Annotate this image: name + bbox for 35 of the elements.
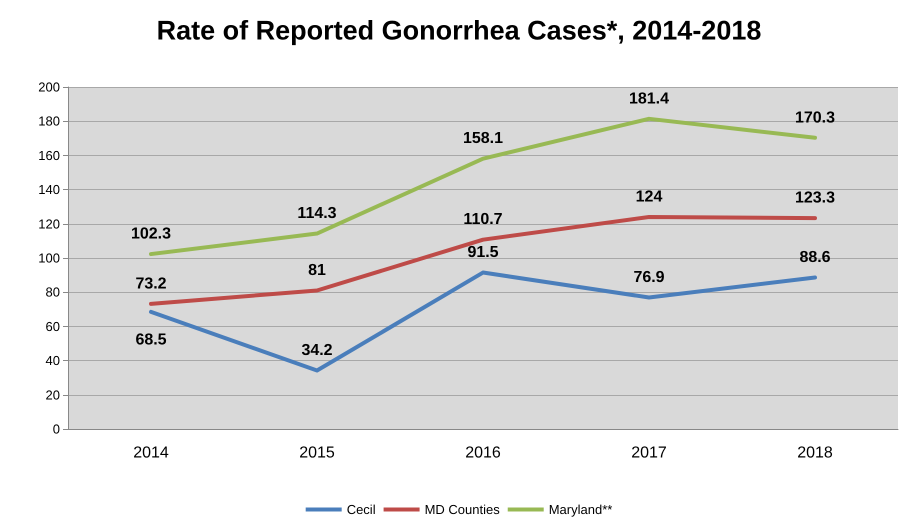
chart-title: Rate of Reported Gonorrhea Cases*, 2014-2018 <box>156 16 762 46</box>
data-label: 170.3 <box>794 109 836 126</box>
x-tick-label: 2018 <box>797 444 833 462</box>
y-tick-label: 80 <box>46 284 60 300</box>
x-tick-label: 2014 <box>133 444 169 462</box>
x-tick-label: 2017 <box>631 444 667 462</box>
data-label: 91.5 <box>467 244 499 262</box>
y-tick-label: 0 <box>52 422 60 436</box>
y-tick-label: 160 <box>38 148 60 163</box>
legend-label: MD Counties <box>424 502 500 517</box>
legend-label: Cecil <box>346 502 376 517</box>
x-tick-label: 2016 <box>465 444 501 462</box>
data-label: 81 <box>308 262 326 279</box>
y-tick-label: 140 <box>38 182 60 198</box>
legend-label: Maryland** <box>548 502 612 517</box>
y-tick-label: 60 <box>46 318 60 334</box>
y-tick-label: 120 <box>38 216 60 232</box>
data-label: 76.9 <box>633 269 665 286</box>
x-tick-label: 2015 <box>299 444 335 462</box>
data-label: 110.7 <box>463 211 503 228</box>
data-label: 124 <box>636 188 662 206</box>
data-label: 114.3 <box>297 205 337 222</box>
y-tick-label: 40 <box>46 353 60 368</box>
data-label: 68.5 <box>135 331 167 348</box>
data-label: 181.4 <box>628 90 670 108</box>
data-label: 88.6 <box>799 248 831 266</box>
y-tick-label: 100 <box>38 250 60 266</box>
y-tick-label: 20 <box>46 387 60 402</box>
data-label: 123.3 <box>794 190 836 207</box>
y-tick-label: 200 <box>38 80 60 94</box>
data-label: 158.1 <box>462 130 504 148</box>
data-label: 73.2 <box>135 275 167 292</box>
y-tick-label: 180 <box>38 114 60 129</box>
data-label: 102.3 <box>130 226 172 243</box>
data-label: 34.2 <box>301 342 333 360</box>
